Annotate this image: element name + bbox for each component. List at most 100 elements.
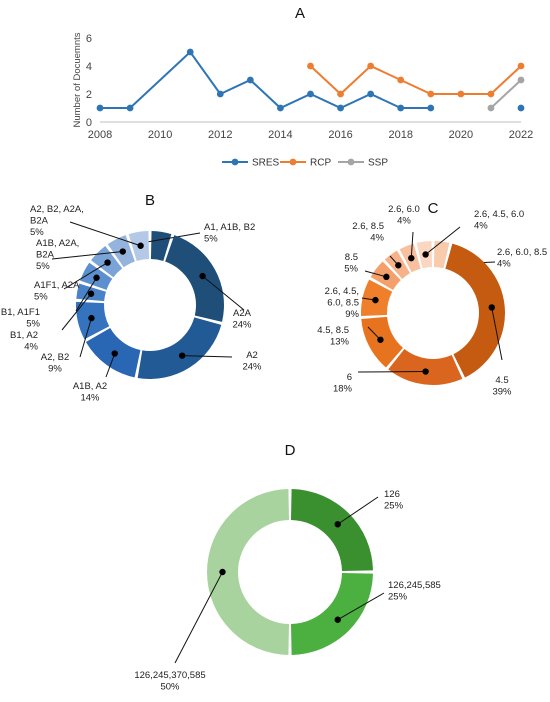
legend-item-ssp: SSP	[338, 158, 388, 169]
point-sres-2009	[127, 105, 134, 112]
label-dot	[88, 315, 94, 321]
point-rcp-2017	[367, 63, 374, 70]
x-tick-2014: 2014	[268, 129, 292, 141]
x-tick-2008: 2008	[88, 129, 112, 141]
y-tick-6: 6	[86, 33, 92, 45]
slice-label-2-6-4-5-6-0: 2.6, 4.5, 6.0	[474, 209, 524, 220]
slice-label-a1b-a2a-b2a: B2A	[36, 250, 55, 261]
slice-label-a2-b2: A2, B2	[41, 352, 70, 363]
point-sres-2008	[97, 105, 104, 112]
slice-percent: 4%	[24, 342, 38, 353]
slice-label-a1b-a2: A1B, A2	[73, 381, 107, 392]
series-group	[97, 49, 525, 112]
point-sres-2012	[217, 91, 224, 98]
legend-label: RCP	[310, 158, 331, 169]
legend-swatch-marker	[348, 159, 355, 166]
label-dot	[179, 352, 185, 358]
label-dot	[219, 569, 225, 575]
slice-label-2-6-4-5-6-0-8-5: 2.6, 4.5,	[325, 286, 359, 297]
slice-label-a2: A2	[246, 350, 258, 361]
label-dot	[489, 304, 495, 310]
legend-swatch-marker	[232, 159, 239, 166]
label-dot	[104, 259, 110, 265]
point-sres-2011	[187, 49, 194, 56]
panel-label-c: C	[428, 200, 439, 217]
panel-label-a: A	[295, 5, 305, 22]
label-dot	[422, 368, 428, 374]
x-tick-2016: 2016	[328, 129, 352, 141]
slice-label-b1-a1f1: B1, A1F1	[1, 307, 40, 318]
slice-label-126-245-370-585: 126,245,370,585	[134, 670, 205, 681]
slice-label-2-6-6-0-8-5: 2.6, 6.0, 8.5	[497, 247, 547, 258]
y-tick-4: 4	[86, 61, 92, 73]
slice-percent: 24%	[232, 320, 252, 331]
point-sres-2016	[337, 105, 344, 112]
label-dot	[120, 248, 126, 254]
legend-label: SSP	[368, 158, 388, 169]
point-rcp-2018	[397, 77, 404, 84]
slice-percent: 5%	[34, 292, 48, 303]
label-dot	[372, 297, 378, 303]
legend-swatch-marker	[290, 159, 297, 166]
series-line-rcp-0	[311, 66, 522, 94]
point-rcp-2020	[457, 91, 464, 98]
slice-label-a1-a1b-b2: A1, A1B, B2	[204, 222, 255, 233]
label-dot	[137, 243, 143, 249]
slice-label-a2-b2-a2a-b2a: A2, B2, A2A,	[30, 204, 84, 215]
label-dot	[395, 262, 401, 268]
slice-label-4-5: 4.5	[495, 375, 508, 386]
point-sres-2014	[277, 105, 284, 112]
leader-line	[175, 572, 223, 663]
slice-label-a1f1-a2a: A1F1, A2A	[34, 280, 80, 291]
point-ssp-2021	[488, 105, 495, 112]
point-sres-2019	[427, 105, 434, 112]
series-sres	[97, 49, 525, 112]
slice-arc-126-245-585	[291, 573, 373, 655]
slice-label-2-6-8-5: 2.6, 8.5	[352, 221, 384, 232]
slice-percent: 5%	[344, 264, 358, 275]
slice-4-5-8-5: 4.5, 8.513%	[317, 317, 403, 368]
x-tick-2020: 2020	[449, 129, 473, 141]
slice-label-6: 6	[347, 372, 352, 383]
slice-label-126: 126	[384, 489, 400, 500]
slice-percent: 50%	[160, 682, 180, 693]
slice-percent: 18%	[333, 384, 353, 395]
slice-percent: 5%	[204, 234, 218, 245]
y-axis-label: Number of Docuemnts	[72, 32, 83, 127]
label-dot	[377, 337, 383, 343]
point-rcp-2022	[518, 63, 525, 70]
point-ssp-2022	[518, 77, 525, 84]
legend: SRES RCP SSP	[222, 158, 388, 169]
slice-label-a2a: A2A	[233, 308, 252, 319]
point-rcp-2016	[337, 91, 344, 98]
label-dot	[335, 521, 341, 527]
slice-label-2-6-6-0: 2.6, 6.0	[388, 204, 420, 215]
label-dot	[408, 255, 414, 261]
point-sres-2018	[397, 105, 404, 112]
slice-label-8-5: 8.5	[345, 252, 358, 263]
legend-label: SRES	[252, 158, 280, 169]
slice-label-a2-b2-a2a-b2a: B2A	[30, 216, 49, 227]
slice-percent: 39%	[492, 387, 512, 398]
slice-label-126-245-585: 126,245,585	[388, 580, 441, 591]
slice-percent: 4%	[397, 216, 411, 227]
point-rcp-2021	[488, 91, 495, 98]
label-dot	[93, 275, 99, 281]
panel-label-b: B	[145, 192, 155, 209]
slice-label-b1-a2: B1, A2	[10, 330, 38, 341]
point-rcp-2015	[307, 63, 314, 70]
slice-label-4-5-8-5: 4.5, 8.5	[317, 325, 349, 336]
label-dot	[383, 274, 389, 280]
x-tick-2010: 2010	[148, 129, 172, 141]
slice-percent: 5%	[26, 319, 40, 330]
slice-percent: 9%	[48, 364, 62, 375]
slice-arc-a2a	[165, 235, 224, 322]
